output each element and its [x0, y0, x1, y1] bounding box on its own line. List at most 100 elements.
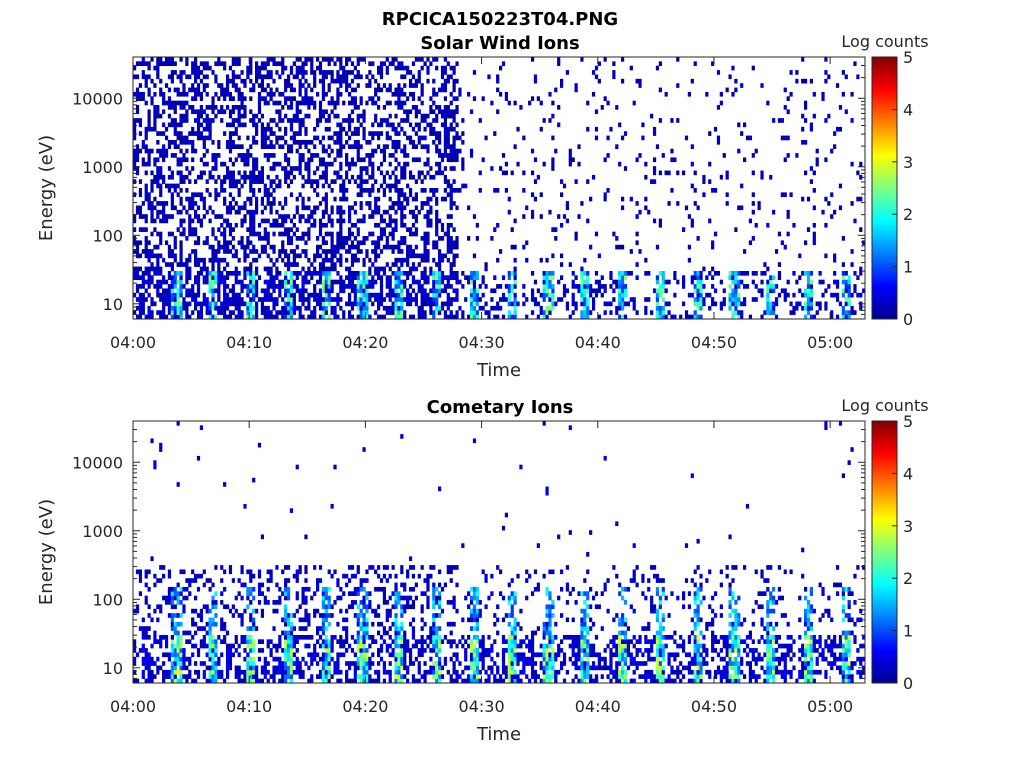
- heatmap-cell: [615, 144, 619, 149]
- heatmap-cell: [330, 218, 334, 224]
- heatmap-cell: [423, 113, 427, 119]
- heatmap-cell: [301, 122, 305, 128]
- heatmap-cell: [806, 270, 811, 276]
- heatmap-cell: [772, 284, 776, 289]
- heatmap-cell: [350, 231, 355, 237]
- heatmap-cell: [214, 249, 218, 254]
- heatmap-cell: [411, 288, 416, 294]
- heatmap-cell: [345, 266, 349, 272]
- heatmap-cell: [173, 87, 177, 93]
- heatmap-cell: [374, 253, 378, 259]
- heatmap-cell: [359, 270, 363, 276]
- heatmap-cell: [211, 639, 215, 644]
- heatmap-cell: [304, 91, 308, 97]
- heatmap-cell: [150, 209, 154, 215]
- heatmap-cell: [455, 292, 459, 298]
- heatmap-cell: [281, 617, 285, 623]
- heatmap-cell: [682, 227, 686, 232]
- heatmap-cell: [304, 139, 308, 145]
- heatmap-cell: [266, 643, 270, 649]
- heatmap-cell: [353, 244, 357, 250]
- heatmap-cell: [449, 214, 453, 219]
- heatmap-cell: [255, 126, 259, 132]
- heatmap-cell: [330, 284, 334, 289]
- heatmap-cell: [307, 174, 311, 180]
- heatmap-cell: [272, 262, 276, 267]
- heatmap-cell: [162, 201, 166, 206]
- heatmap-cell: [368, 270, 372, 276]
- heatmap-cell: [411, 105, 416, 110]
- heatmap-cell: [530, 96, 535, 101]
- heatmap-cell: [359, 279, 363, 285]
- heatmap-cell: [362, 118, 366, 123]
- heatmap-cell: [403, 214, 407, 219]
- heatmap-cell: [202, 262, 206, 267]
- heatmap-cell: [731, 275, 735, 280]
- heatmap-cell: [850, 91, 854, 97]
- panel-1-heatmap: [133, 57, 866, 320]
- heatmap-cell: [594, 231, 599, 237]
- heatmap-cell: [469, 270, 474, 276]
- heatmap-cell: [623, 292, 628, 298]
- heatmap-cell: [339, 297, 343, 302]
- heatmap-cell: [225, 669, 230, 675]
- heatmap-cell: [231, 174, 235, 180]
- heatmap-cell: [243, 678, 247, 684]
- heatmap-cell: [321, 70, 326, 75]
- heatmap-cell: [292, 113, 296, 119]
- heatmap-cell: [272, 314, 276, 320]
- heatmap-cell: [385, 279, 389, 285]
- heatmap-cell: [438, 253, 442, 259]
- heatmap-cell: [333, 100, 337, 106]
- heatmap-cell: [719, 305, 723, 311]
- heatmap-cell: [345, 170, 349, 176]
- heatmap-cell: [307, 227, 311, 232]
- heatmap-cell: [156, 109, 160, 115]
- heatmap-cell: [844, 310, 848, 315]
- heatmap-cell: [449, 122, 453, 128]
- heatmap-cell: [292, 669, 296, 675]
- heatmap-cell: [400, 118, 404, 123]
- heatmap-cell: [301, 626, 305, 631]
- heatmap-cell: [252, 678, 256, 684]
- heatmap-cell: [237, 643, 241, 649]
- heatmap-cell: [316, 118, 320, 123]
- heatmap-cell: [194, 131, 198, 136]
- heatmap-cell: [548, 305, 552, 311]
- heatmap-cell: [196, 669, 201, 675]
- heatmap-cell: [350, 118, 355, 123]
- heatmap-cell: [292, 573, 296, 579]
- heatmap-cell: [260, 179, 265, 184]
- heatmap-cell: [342, 310, 346, 315]
- heatmap-cell: [385, 292, 389, 298]
- heatmap-cell: [162, 297, 166, 302]
- heatmap-cell: [167, 174, 172, 180]
- heatmap-cell: [214, 166, 218, 171]
- heatmap-cell: [301, 249, 305, 254]
- heatmap-cell: [284, 674, 288, 679]
- heatmap-cell: [327, 292, 331, 298]
- heatmap-cell: [298, 87, 302, 93]
- heatmap-cell: [208, 678, 212, 684]
- heatmap-cell: [339, 279, 343, 285]
- heatmap-cell: [225, 144, 230, 149]
- heatmap-cell: [249, 179, 253, 184]
- heatmap-cell: [295, 262, 299, 267]
- heatmap-cell: [603, 157, 607, 163]
- heatmap-cell: [350, 279, 355, 285]
- heatmap-cell: [658, 87, 662, 93]
- heatmap-cell: [150, 78, 154, 84]
- heatmap-cell: [153, 573, 157, 579]
- heatmap-cell: [153, 284, 157, 289]
- heatmap-cell: [298, 214, 302, 219]
- heatmap-cell: [240, 565, 244, 570]
- heatmap-cell: [225, 648, 230, 653]
- heatmap-cell: [237, 188, 241, 193]
- heatmap-cell: [853, 310, 857, 315]
- heatmap-cell: [202, 266, 206, 272]
- heatmap-cell: [159, 113, 163, 119]
- heatmap-cell: [289, 249, 294, 254]
- heatmap-cell: [191, 157, 195, 163]
- heatmap-cell: [327, 270, 331, 276]
- heatmap-cell: [353, 275, 357, 280]
